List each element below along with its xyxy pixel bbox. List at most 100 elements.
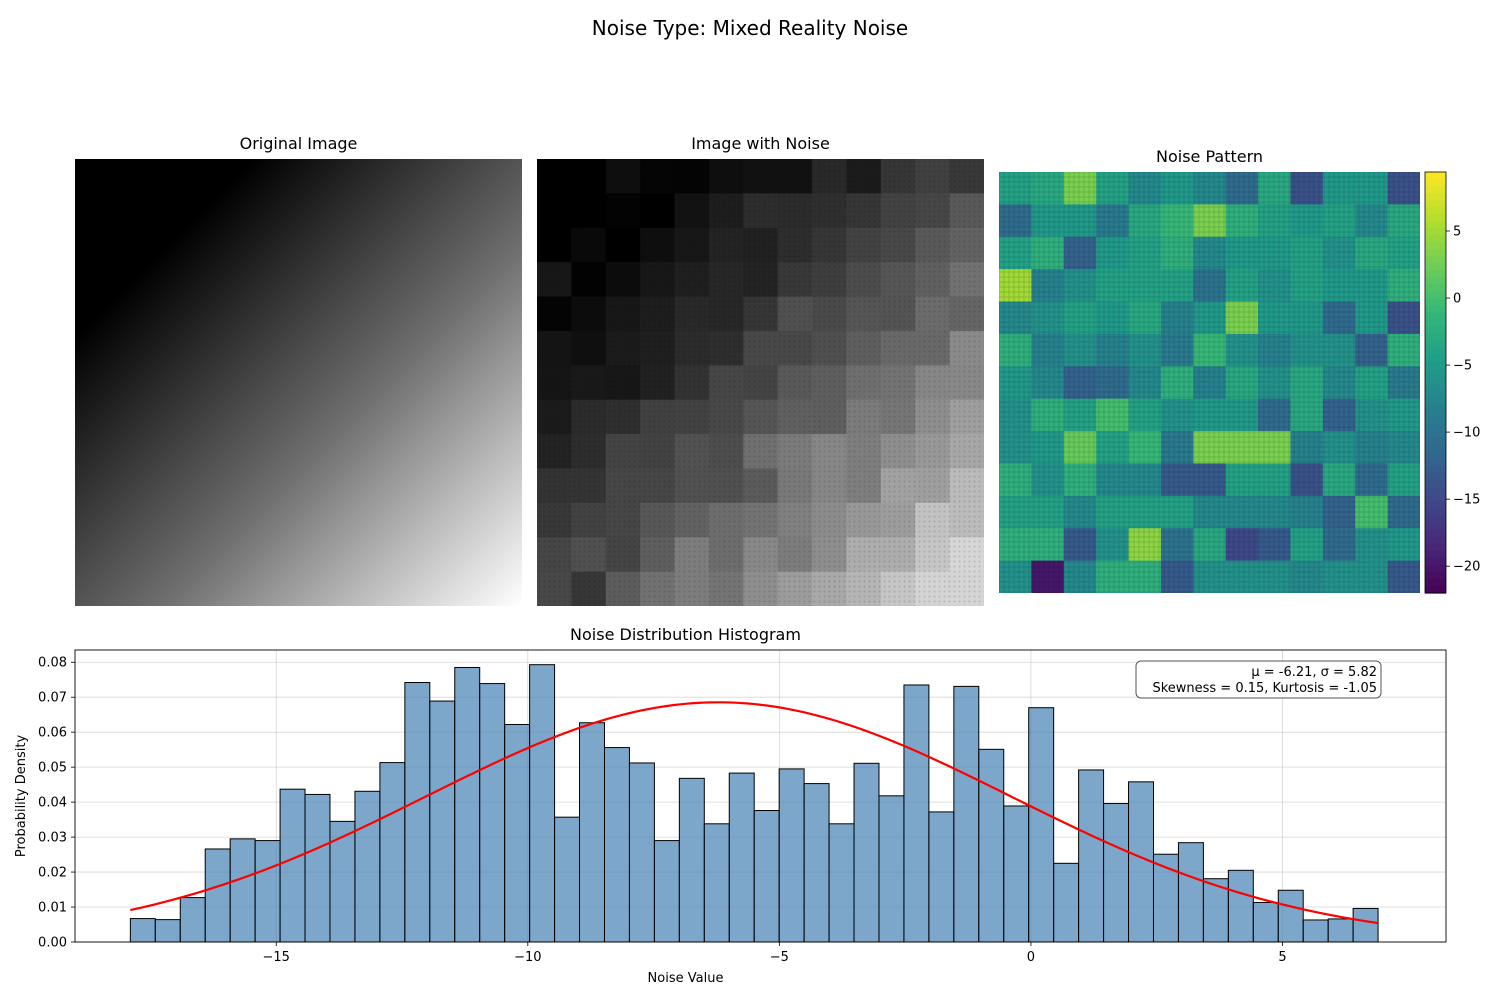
- histogram-bar: [928, 811, 955, 943]
- colorbar-segment: [1425, 382, 1446, 391]
- colorbar-segment: [1425, 235, 1446, 243]
- colorbar-segment: [1425, 417, 1446, 426]
- colorbar-segment: [1425, 340, 1446, 349]
- colorbar-segment: [1425, 487, 1446, 496]
- colorbar-segment: [1425, 221, 1446, 229]
- colorbar-segment: [1425, 543, 1446, 552]
- histogram-bar: [1277, 889, 1304, 943]
- histogram-bar: [1152, 853, 1179, 943]
- y-tick-label: 0.05: [38, 761, 67, 776]
- x-tick-label: 0: [1027, 950, 1035, 965]
- colorbar-segment: [1425, 228, 1446, 236]
- histogram-bar: [1227, 869, 1254, 943]
- colorbar-segment: [1425, 312, 1446, 320]
- histogram-bar: [803, 783, 830, 943]
- y-tick-label: 0.02: [38, 866, 67, 881]
- histogram-bar: [1177, 842, 1204, 943]
- colorbar-segment: [1425, 508, 1446, 517]
- colorbar-segment: [1425, 214, 1446, 222]
- y-tick-label: 0.04: [38, 796, 67, 811]
- y-tick-label: 0.03: [38, 831, 67, 846]
- histogram-bar: [1252, 901, 1279, 943]
- x-tick-label: −15: [263, 950, 290, 965]
- histogram-bar: [603, 747, 630, 943]
- noisy-image-title: Image with Noise: [691, 134, 830, 153]
- colorbar-segment: [1425, 578, 1446, 587]
- colorbar-segment: [1425, 438, 1446, 447]
- colorbar-segment: [1425, 263, 1446, 271]
- histogram-bar: [454, 666, 481, 943]
- histogram-bar: [703, 823, 730, 943]
- colorbar-segment: [1425, 207, 1446, 215]
- colorbar-segment: [1425, 333, 1446, 341]
- colorbar-segment: [1425, 389, 1446, 398]
- histogram-bar: [1003, 805, 1030, 943]
- colorbar-segment: [1425, 459, 1446, 468]
- noisy-texture-overlay: [537, 159, 984, 606]
- colorbar-tick-label: −10: [1453, 426, 1480, 441]
- colorbar-segment: [1425, 368, 1446, 377]
- histogram-bar: [229, 838, 256, 943]
- x-axis-label: Noise Value: [648, 971, 724, 986]
- stats-annotation-line1: μ = -6.21, σ = 5.82: [1251, 665, 1377, 680]
- histogram-chart: −15 −10 −5 0 5 0.00 0.01 0.02 0.03 0.04 0.05 0.06 0.…: [14, 625, 1447, 986]
- histogram-bar: [279, 788, 306, 943]
- histogram-bar: [1352, 907, 1379, 943]
- histogram-bar: [554, 816, 581, 943]
- colorbar-frame: [1424, 171, 1447, 594]
- colorbar-segment: [1425, 403, 1446, 412]
- colorbar-segment: [1425, 396, 1446, 405]
- y-tick-label: 0.08: [38, 656, 67, 671]
- noisy-image: [537, 159, 984, 606]
- colorbar-segment: [1425, 284, 1446, 292]
- colorbar-segment: [1425, 466, 1446, 475]
- colorbar-segment: [1425, 305, 1446, 313]
- colorbar-segment: [1425, 256, 1446, 264]
- histogram-bar: [204, 848, 231, 943]
- histogram-bar: [853, 762, 880, 943]
- histogram-bar: [429, 700, 456, 943]
- histogram-bar: [778, 768, 805, 943]
- colorbar-tick-label: −20: [1453, 560, 1480, 575]
- histogram-bar: [878, 795, 905, 943]
- colorbar-segment: [1425, 501, 1446, 510]
- y-tick-label: 0.01: [38, 901, 67, 916]
- original-image-title: Original Image: [239, 134, 358, 153]
- colorbar-segment: [1425, 193, 1446, 201]
- colorbar-segment: [1425, 564, 1446, 573]
- colorbar-segment: [1425, 480, 1446, 489]
- colorbar-segment: [1425, 522, 1446, 531]
- y-tick-label: 0.07: [38, 691, 67, 706]
- colorbar-segment: [1425, 585, 1446, 594]
- colorbar-segment: [1425, 186, 1446, 194]
- histogram-bar: [354, 790, 381, 943]
- histogram-bar: [678, 777, 705, 943]
- histogram-bar: [154, 919, 181, 943]
- histogram-bar: [978, 748, 1005, 943]
- colorbar-segment: [1425, 410, 1446, 419]
- histogram-bar: [579, 722, 605, 943]
- colorbar-segment: [1425, 473, 1446, 482]
- histogram-bar: [828, 823, 855, 943]
- figure-suptitle: Noise Type: Mixed Reality Noise: [591, 16, 909, 40]
- histogram-bar: [1053, 862, 1080, 943]
- x-tick-label: −10: [514, 950, 541, 965]
- histogram-bar: [129, 918, 156, 943]
- histogram-bar: [179, 897, 206, 943]
- stats-annotation-box: [1135, 660, 1382, 699]
- colorbar-segment: [1425, 361, 1446, 370]
- noise-texture-overlay: [999, 172, 1420, 593]
- histogram-title: Noise Distribution Histogram: [570, 625, 801, 644]
- histogram-bar: [529, 664, 556, 943]
- x-tick-label: 5: [1278, 950, 1286, 965]
- histogram-bar: [504, 723, 531, 943]
- y-tick-label: 0.00: [38, 936, 67, 951]
- colorbar-tick-label: −15: [1453, 493, 1480, 508]
- colorbar-segment: [1425, 424, 1446, 433]
- noise-pattern-title: Noise Pattern: [1155, 147, 1264, 166]
- histogram-bar: [1078, 769, 1105, 943]
- colorbar-segment: [1425, 557, 1446, 566]
- colorbar-segment: [1425, 529, 1446, 538]
- histogram-bar: [254, 840, 281, 943]
